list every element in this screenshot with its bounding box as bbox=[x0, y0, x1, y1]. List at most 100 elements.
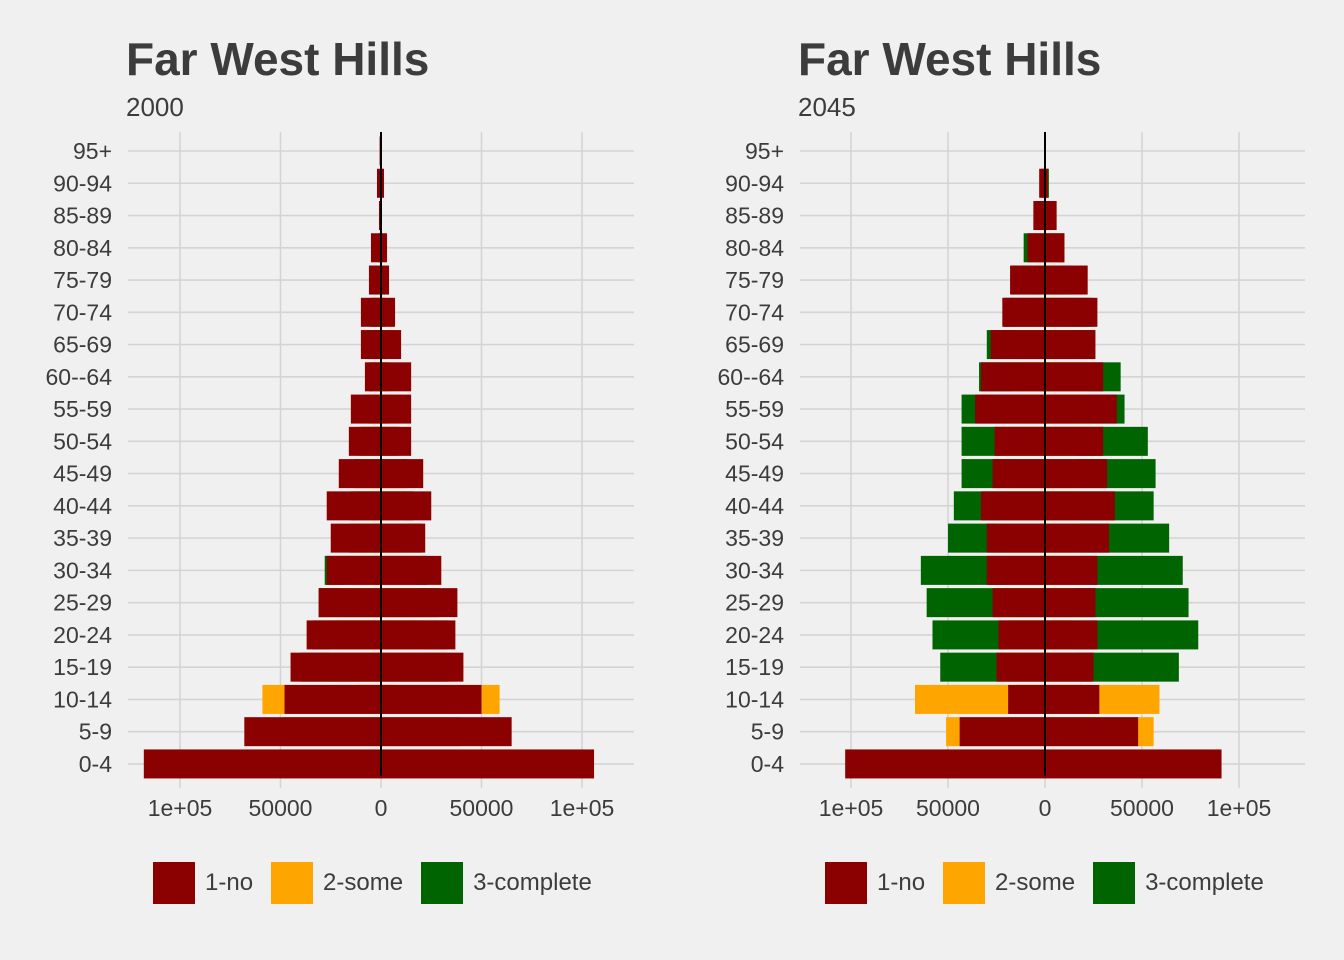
x-tick-label: 50000 bbox=[916, 795, 980, 821]
bar-1-no-40-44-right bbox=[381, 491, 432, 521]
bar-1-no-85-89-left bbox=[378, 201, 381, 231]
bar-1-no-15-19-left bbox=[996, 652, 1045, 682]
bar-1-no-35-39-right bbox=[1045, 523, 1110, 553]
legend-label: 2-some bbox=[995, 869, 1076, 896]
bar-1-no-50-54-right bbox=[1045, 426, 1104, 456]
legend-label: 1-no bbox=[877, 869, 926, 896]
y-tick-label: 90-94 bbox=[53, 170, 112, 196]
bar-1-no-45-49-right bbox=[381, 459, 424, 489]
bar-1-no-0-4-left bbox=[143, 749, 381, 779]
y-tick-label: 20-24 bbox=[725, 622, 784, 648]
y-tick-label: 5-9 bbox=[79, 719, 112, 745]
bar-1-no-55-59-right bbox=[1045, 394, 1117, 424]
x-tick-label: 0 bbox=[375, 795, 388, 821]
x-tick-label: 1e+05 bbox=[1207, 795, 1272, 821]
legend-item-3-complete: 3-complete bbox=[1093, 862, 1264, 904]
bar-1-no-50-54-right bbox=[381, 426, 412, 456]
legend-item-1-no: 1-no bbox=[153, 862, 253, 904]
bar-1-no-20-24-left bbox=[306, 620, 381, 650]
bar-1-no-30-34-left bbox=[986, 555, 1045, 585]
pyramid-panel-2000: Far West Hills 2000 0-4 5-9 10-14 15-19 20-2… bbox=[46, 33, 634, 904]
bar-1-no-35-39-left bbox=[986, 523, 1045, 553]
bar-1-no-80-84-left bbox=[1027, 233, 1045, 263]
x-tick-label: 1e+05 bbox=[819, 795, 884, 821]
panel-title: Far West Hills bbox=[126, 33, 430, 85]
bar-1-no-70-74-right bbox=[381, 297, 396, 327]
bar-1-no-75-79-right bbox=[381, 265, 390, 295]
legend-key-swatch bbox=[1093, 862, 1136, 904]
y-tick-label: 50-54 bbox=[725, 428, 784, 454]
pyramid-chart-2045: 0-4 5-9 10-14 15-19 20-24 25-29 30-34 35-39 40-4… bbox=[718, 132, 1305, 821]
y-tick-label: 0-4 bbox=[751, 751, 784, 777]
bar-1-no-60--64-left bbox=[364, 362, 381, 392]
bar-1-no-65-69-right bbox=[1045, 330, 1096, 360]
bar-1-no-70-74-left bbox=[360, 297, 381, 327]
bar-1-no-10-14-left bbox=[1008, 684, 1045, 714]
legend-key-swatch bbox=[421, 862, 464, 904]
bar-1-no-60--64-right bbox=[1045, 362, 1104, 392]
bar-1-no-10-14-right bbox=[381, 684, 482, 714]
bar-1-no-75-79-left bbox=[1010, 265, 1045, 295]
y-tick-label: 75-79 bbox=[725, 267, 784, 293]
legend-key-swatch bbox=[825, 862, 867, 904]
legend-label: 3-complete bbox=[473, 869, 592, 896]
legend-key-swatch bbox=[153, 862, 195, 904]
bar-1-no-65-69-left bbox=[990, 330, 1045, 360]
bar-1-no-85-89-left bbox=[1033, 201, 1045, 231]
legend-item-1-no: 1-no bbox=[825, 862, 925, 904]
bar-1-no-80-84-right bbox=[381, 233, 388, 263]
bar-1-no-50-54-left bbox=[994, 426, 1045, 456]
y-tick-label: 55-59 bbox=[53, 396, 112, 422]
bar-1-no-55-59-right bbox=[381, 394, 412, 424]
bar-1-no-70-74-right bbox=[1045, 297, 1098, 327]
bar-1-no-45-49-left bbox=[992, 459, 1045, 489]
bar-1-no-30-34-right bbox=[381, 555, 442, 585]
bar-1-no-45-49-left bbox=[338, 459, 381, 489]
y-tick-label: 25-29 bbox=[53, 590, 112, 616]
legend-key-swatch bbox=[271, 862, 314, 904]
y-tick-label: 5-9 bbox=[751, 719, 784, 745]
bar-1-no-25-29-left bbox=[992, 588, 1045, 618]
bar-1-no-75-79-right bbox=[1045, 265, 1088, 295]
bar-1-no-50-54-left bbox=[348, 426, 381, 456]
y-tick-label: 40-44 bbox=[53, 493, 112, 519]
bar-1-no-35-39-left bbox=[330, 523, 381, 553]
y-tick-label: 90-94 bbox=[725, 170, 784, 196]
bar-1-no-30-34-right bbox=[1045, 555, 1098, 585]
pyramid-panel-2045: Far West Hills 2045 0-4 5-9 10-14 15-19 20-2… bbox=[672, 0, 1344, 960]
y-tick-label: 45-49 bbox=[725, 461, 784, 487]
bar-1-no-20-24-right bbox=[1045, 620, 1098, 650]
bar-1-no-75-79-left bbox=[368, 265, 381, 295]
y-tick-label: 75-79 bbox=[53, 267, 112, 293]
bar-1-no-25-29-left bbox=[318, 588, 381, 618]
panel-title: Far West Hills bbox=[798, 33, 1102, 85]
bar-1-no-5-9-left bbox=[959, 717, 1045, 747]
y-tick-label: 60--64 bbox=[718, 364, 785, 390]
y-tick-label: 15-19 bbox=[725, 654, 784, 680]
y-tick-label: 60--64 bbox=[46, 364, 113, 390]
x-tick-label: 50000 bbox=[249, 795, 313, 821]
legend-label: 2-some bbox=[323, 869, 404, 896]
bar-1-no-20-24-left bbox=[998, 620, 1045, 650]
bar-1-no-90-94-left bbox=[376, 168, 381, 198]
y-tick-label: 20-24 bbox=[53, 622, 112, 648]
bar-1-no-65-69-left bbox=[360, 330, 381, 360]
y-tick-label: 35-39 bbox=[725, 525, 784, 551]
y-tick-label: 50-54 bbox=[53, 428, 112, 454]
x-tick-label: 50000 bbox=[1110, 795, 1174, 821]
bar-1-no-0-4-right bbox=[381, 749, 595, 779]
legend-key-swatch bbox=[943, 862, 986, 904]
legend-label: 3-complete bbox=[1145, 869, 1264, 896]
y-tick-label: 80-84 bbox=[53, 235, 112, 261]
bar-1-no-35-39-right bbox=[381, 523, 426, 553]
bar-1-no-85-89-right bbox=[1045, 201, 1057, 231]
y-tick-label: 30-34 bbox=[53, 557, 112, 583]
x-tick-label: 1e+05 bbox=[550, 795, 615, 821]
y-tick-label: 10-14 bbox=[725, 686, 784, 712]
legend-label: 1-no bbox=[205, 869, 254, 896]
y-tick-label: 10-14 bbox=[53, 686, 112, 712]
bars bbox=[143, 136, 595, 779]
bar-1-no-0-4-left bbox=[845, 749, 1045, 779]
bar-1-no-25-29-right bbox=[1045, 588, 1096, 618]
